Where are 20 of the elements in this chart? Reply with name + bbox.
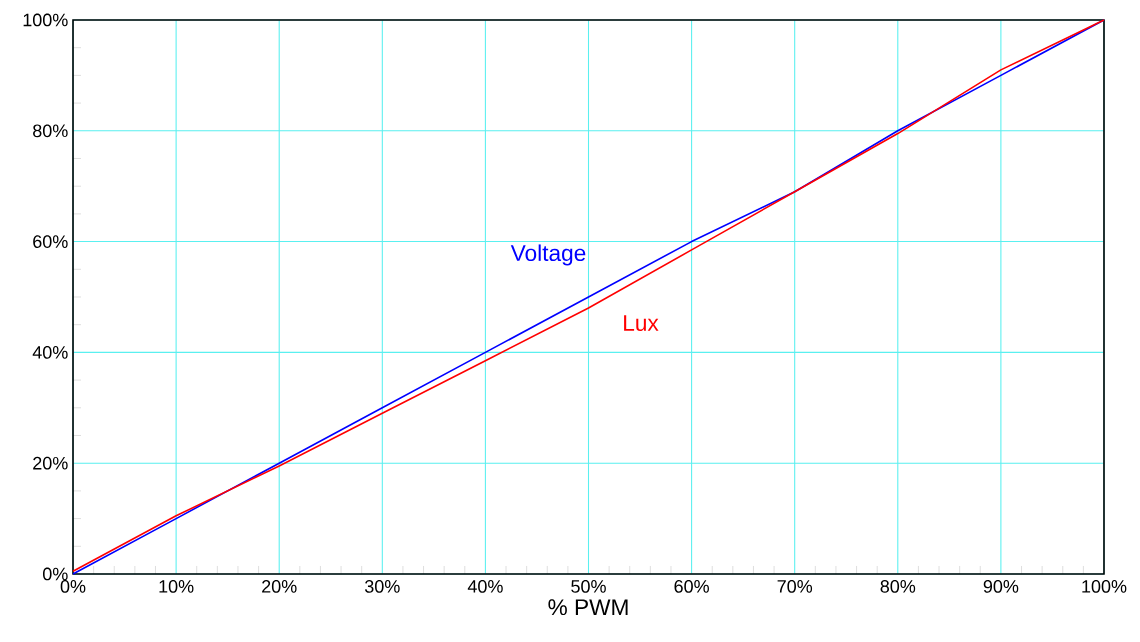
y-tick-label: 100%	[23, 13, 68, 27]
y-tick-label: 60%	[33, 235, 68, 248]
x-tick-label: 100%	[1082, 580, 1127, 593]
x-tick-label: 80%	[880, 580, 916, 593]
x-tick-label: 50%	[571, 580, 606, 593]
series-label: Voltage	[510, 244, 586, 266]
x-tick-label: 70%	[777, 580, 813, 593]
x-tick-label: 40%	[467, 580, 503, 593]
y-tick-label: 20%	[33, 456, 68, 470]
x-tick-label: 90%	[983, 580, 1019, 593]
x-tick-label: 60%	[674, 580, 709, 593]
y-tick-label: 0%	[42, 567, 68, 581]
x-tick-label: 10%	[159, 580, 194, 593]
x-axis-title: % PWM	[548, 599, 628, 616]
x-tick-label: 0%	[60, 580, 86, 593]
x-tick-label: 30%	[364, 580, 400, 593]
y-tick-label: 80%	[33, 124, 68, 138]
x-tick-label: 20%	[262, 580, 297, 593]
series-label: Lux	[624, 315, 659, 331]
y-tick-label: 40%	[32, 346, 68, 359]
